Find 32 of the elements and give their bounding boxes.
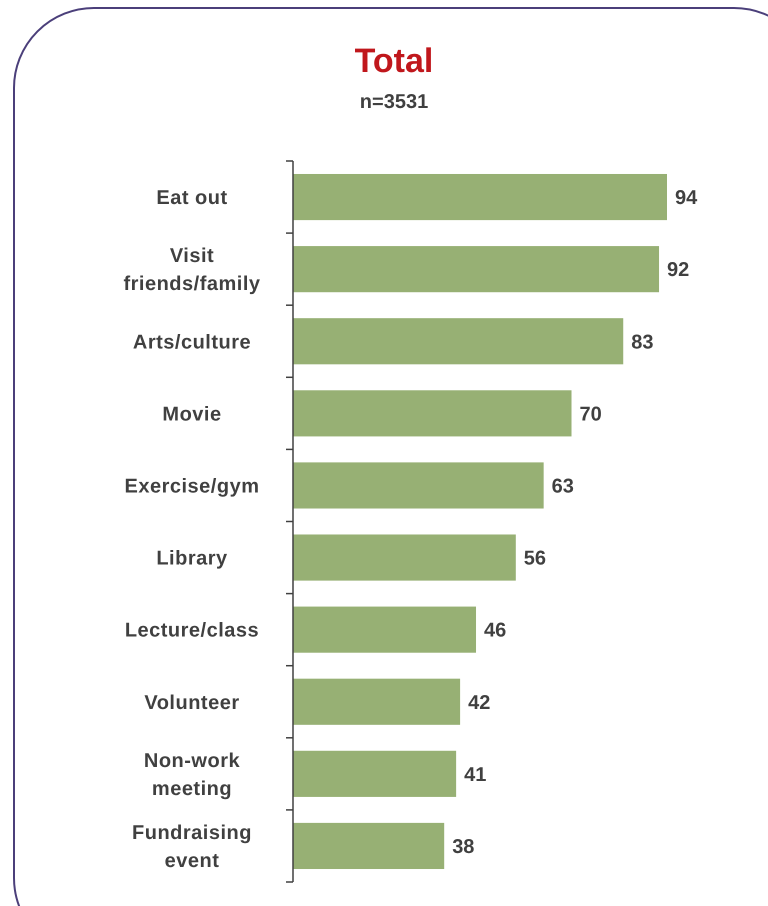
y-tick-label: Lecture/class [124,620,260,642]
data-label: 42 [468,692,490,714]
bar [293,174,667,220]
data-label: 63 [552,475,574,498]
data-label: 41 [464,764,486,786]
y-tick-label: Exercise/gym [124,475,260,498]
data-label: 46 [484,620,506,642]
chart-title: Total [354,42,434,80]
y-tick-label: Visit friends/family [123,245,261,296]
bar [293,534,516,581]
y-tick-label: Movie [162,403,222,426]
bar [293,462,544,509]
y-tick-label: Eat out [156,187,228,210]
bar [293,750,456,797]
y-tick-label: Arts/culture [132,331,252,354]
chart-subtitle: n=3531 [360,91,428,113]
bar [293,678,460,725]
bar [293,606,476,653]
data-label: 94 [675,187,698,210]
data-label: 70 [580,403,602,426]
bar [293,390,572,436]
y-tick-label: Non-work meeting [144,750,240,800]
data-label: 92 [667,259,690,282]
y-tick-label: Library [156,548,228,570]
y-tick-label: Volunteer [144,692,240,714]
data-label: 56 [524,548,546,570]
y-tick-label: Fundraising event [132,822,252,872]
data-label: 83 [631,331,654,354]
data-label: 38 [452,836,474,858]
bar [293,246,660,292]
bar [293,822,444,870]
bar [293,318,624,364]
